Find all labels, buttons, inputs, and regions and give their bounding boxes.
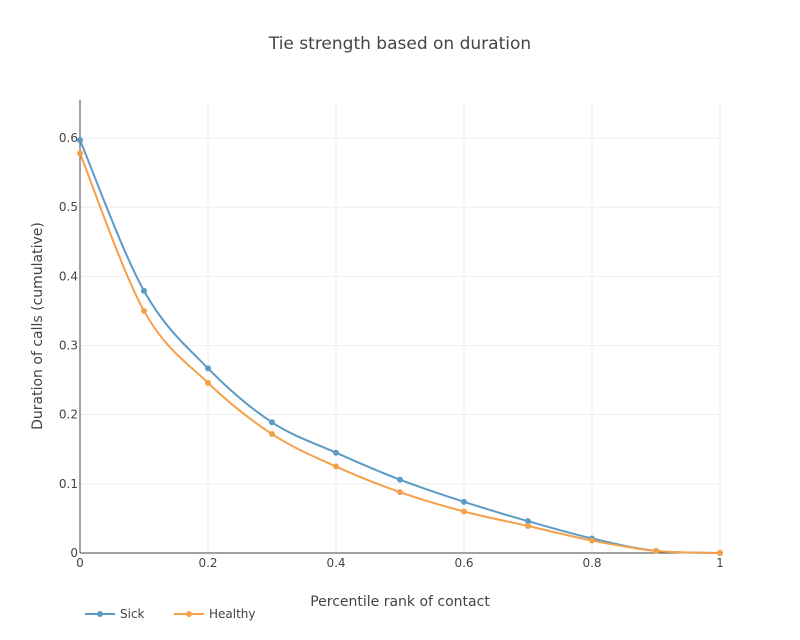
plot-area [77,137,723,556]
data-point-healthy [589,537,595,544]
x-tick-label: 0.2 [198,556,217,570]
x-tick-label: 0.8 [582,556,601,570]
data-point-healthy [397,489,403,496]
chart-title: Tie strength based on duration [268,34,531,54]
series-line-sick [79,139,721,554]
legend[interactable]: Sick Healthy [85,607,256,621]
data-point-sick [461,498,467,505]
y-tick-label: 0.4 [59,269,78,283]
data-point-healthy [461,508,467,515]
legend-label-sick: Sick [120,607,145,621]
x-axis-title: Percentile rank of contact [310,594,490,610]
series-healthy [77,150,723,556]
legend-item-sick[interactable]: Sick [85,607,145,621]
grid [80,100,721,553]
x-tick-label: 0.4 [326,556,345,570]
data-point-healthy [205,379,211,386]
data-point-sick [333,449,339,456]
tick-labels: 0 0.2 0.4 0.6 0.8 1 0 0.1 0.2 0.3 0.4 0.5 0.6 [59,131,724,570]
data-point-healthy [77,150,83,157]
data-point-sick [77,137,83,144]
data-point-healthy [653,547,659,554]
legend-item-healthy[interactable]: Healthy [174,607,256,621]
data-point-sick [269,419,275,426]
y-axis-title: Duration of calls (cumulative) [30,222,46,430]
data-point-healthy [141,307,147,314]
y-tick-label: 0.5 [59,200,78,214]
x-tick-label: 0.6 [454,556,473,570]
data-point-sick [141,287,147,294]
data-point-sick [397,476,403,483]
y-tick-label: 0 [70,546,78,560]
legend-marker-sick [97,611,103,617]
legend-label-healthy: Healthy [209,607,256,621]
y-tick-label: 0.2 [59,408,78,422]
data-point-sick [205,365,211,372]
data-point-healthy [525,523,531,530]
series-line-healthy [79,152,721,554]
data-point-healthy [717,550,723,556]
y-tick-label: 0.3 [59,339,78,353]
data-point-healthy [269,431,275,438]
x-tick-label: 0 [76,556,84,570]
y-tick-label: 0.1 [59,477,78,491]
y-tick-label: 0.6 [59,131,78,145]
legend-marker-healthy [186,611,192,617]
x-tick-label: 1 [716,556,724,570]
data-point-sick [525,518,531,525]
data-point-healthy [333,463,339,470]
axes [79,100,720,554]
